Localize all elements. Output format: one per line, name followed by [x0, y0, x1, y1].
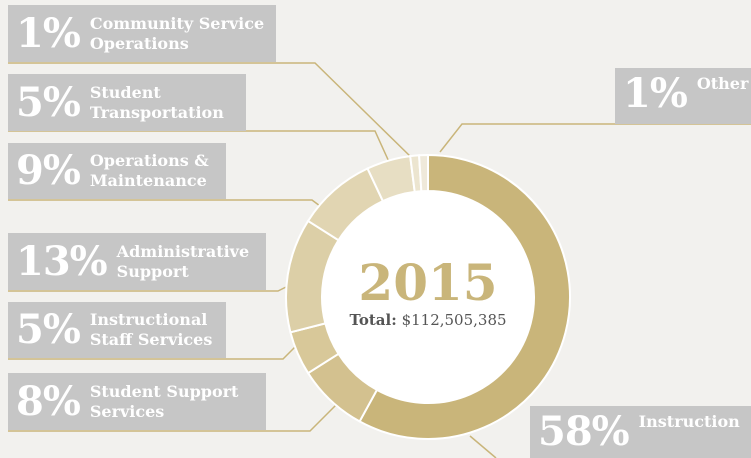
leader-line — [439, 123, 751, 153]
year-title: 2015 — [358, 253, 498, 312]
category-label: Operations & Maintenance — [89, 151, 209, 190]
category-label: Instruction — [638, 412, 740, 431]
total-label: Total: — [349, 311, 397, 329]
leader-line — [8, 62, 413, 159]
percent-label: 13% — [16, 237, 108, 285]
category-label: Student Support Services — [89, 381, 239, 421]
leader-line — [8, 404, 337, 432]
category-label: Other — [696, 74, 749, 93]
percent-label: 5% — [16, 78, 81, 126]
leader-line — [8, 130, 391, 165]
category-label: Administrative Support — [116, 241, 250, 281]
label-box: 5% Instructional Staff Services — [8, 302, 226, 358]
label-box: 13% Administrative Support — [8, 233, 266, 290]
label-box: 58% Instruction — [530, 406, 751, 458]
leader-lines — [8, 62, 751, 458]
percent-label: 58% — [538, 408, 630, 455]
category-label: Instructional Staff Services — [89, 310, 213, 349]
donut-hole — [322, 191, 534, 403]
percent-label: 1% — [623, 70, 688, 117]
percent-label: 8% — [16, 377, 81, 425]
category-label: Community Service Operations — [89, 13, 265, 53]
percent-label: 9% — [16, 147, 81, 194]
percent-label: 1% — [16, 9, 81, 57]
leader-line — [8, 199, 329, 213]
label-box: 8% Student Support Services — [8, 373, 266, 430]
label-box: 9% Operations & Maintenance — [8, 143, 226, 199]
label-box: 5% Student Transportation — [8, 74, 246, 131]
leader-line — [469, 435, 497, 458]
total: Total: $112,505,385 — [328, 311, 528, 329]
label-box: 1% Community Service Operations — [8, 5, 276, 62]
category-label: Student Transportation — [89, 82, 224, 122]
center-label: 2015 Total: $112,505,385 — [328, 253, 528, 330]
percent-label: 5% — [16, 306, 81, 353]
total-value: $112,505,385 — [401, 311, 507, 329]
label-box: 1% Other — [615, 68, 751, 124]
donut-segment — [418, 153, 429, 193]
leader-line — [8, 344, 298, 360]
